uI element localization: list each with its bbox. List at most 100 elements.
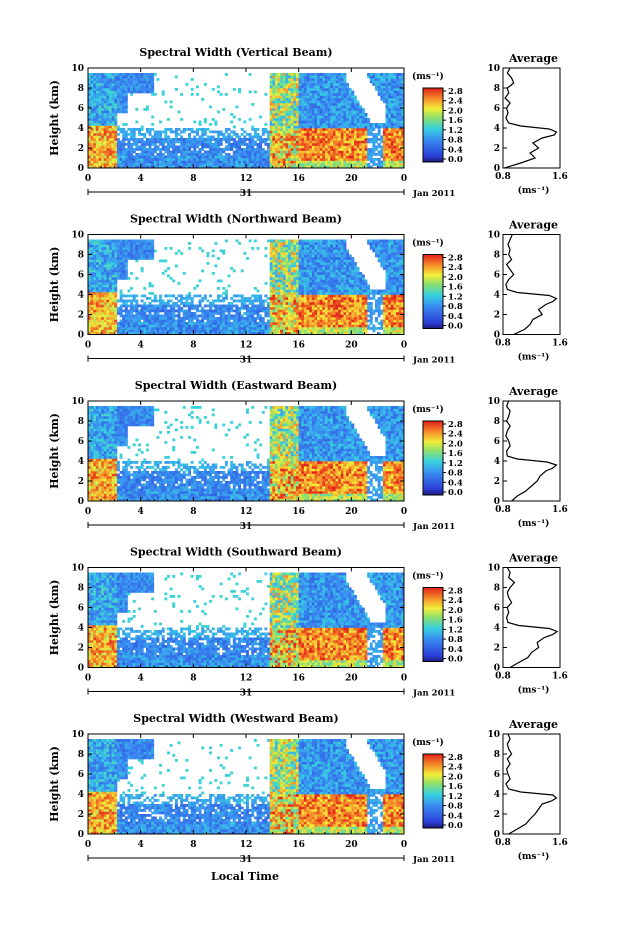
heatmap-cell <box>130 257 133 260</box>
heatmap-cell <box>336 91 339 94</box>
heatmap-cell <box>233 126 236 129</box>
heatmap-cell <box>375 73 378 76</box>
heatmap-cell <box>106 153 109 156</box>
heatmap-cell <box>270 76 273 79</box>
heatmap-cell <box>346 161 349 164</box>
heatmap-cell <box>149 245 152 248</box>
heatmap-cell <box>209 141 212 144</box>
heatmap-cell <box>296 103 299 106</box>
heatmap-cell <box>278 312 281 315</box>
heatmap-cell <box>275 106 278 109</box>
heatmap-cell <box>164 270 167 273</box>
heatmap-cell <box>301 73 304 76</box>
heatmap-cell <box>336 78 339 81</box>
heatmap-cell <box>149 81 152 84</box>
heatmap-cell <box>114 121 117 124</box>
heatmap-cell <box>151 325 154 328</box>
heatmap-cell <box>93 267 96 270</box>
heatmap-cell <box>257 151 260 154</box>
heatmap-cell <box>117 312 120 315</box>
heatmap-cell <box>299 126 302 129</box>
heatmap-cell <box>151 116 154 119</box>
heatmap-cell <box>280 265 283 268</box>
heatmap-cell <box>120 83 123 86</box>
heatmap-cell <box>272 141 275 144</box>
heatmap-cell <box>317 103 320 106</box>
heatmap-cell <box>188 312 191 315</box>
heatmap-cell <box>162 161 165 164</box>
heatmap-cell <box>112 156 115 159</box>
heatmap-cell <box>399 151 402 154</box>
heatmap-cell <box>343 148 346 151</box>
heatmap-cell <box>235 330 238 333</box>
heatmap-cell <box>104 257 107 260</box>
heatmap-cell <box>109 161 112 164</box>
heatmap-cell <box>362 138 365 141</box>
heatmap-cell <box>246 305 249 308</box>
heatmap-cell <box>109 116 112 119</box>
heatmap-cell <box>238 141 241 144</box>
heatmap-cell <box>122 146 125 149</box>
heatmap-cell <box>283 240 286 243</box>
heatmap-cell <box>314 111 317 114</box>
heatmap-cell <box>222 310 225 313</box>
heatmap-cell <box>191 151 194 154</box>
heatmap-cell <box>336 153 339 156</box>
heatmap-cell <box>178 151 181 154</box>
heatmap-cell <box>214 322 217 325</box>
heatmap-cell <box>312 163 315 166</box>
heatmap-cell <box>138 327 141 330</box>
heatmap-cell <box>336 131 339 134</box>
heatmap-cell <box>270 148 273 151</box>
heatmap-cell <box>143 81 146 84</box>
heatmap-cell <box>270 123 273 126</box>
heatmap-cell <box>275 320 278 323</box>
heatmap-cell <box>180 146 183 149</box>
heatmap-cell <box>112 121 115 124</box>
heatmap-cell <box>99 262 102 265</box>
heatmap-cell <box>333 113 336 116</box>
heatmap-cell <box>314 161 317 164</box>
heatmap-cell <box>93 272 96 275</box>
heatmap-cell <box>188 317 191 320</box>
heatmap-cell <box>367 123 370 126</box>
heatmap-cell <box>193 136 196 139</box>
heatmap-cell <box>178 138 181 141</box>
heatmap-cell <box>309 136 312 139</box>
heatmap-cell <box>146 76 149 79</box>
heatmap-cell <box>280 78 283 81</box>
heatmap-cell <box>196 305 199 308</box>
heatmap-cell <box>283 330 286 333</box>
heatmap-cell <box>275 83 278 86</box>
heatmap-cell <box>185 300 188 303</box>
heatmap-cell <box>330 158 333 161</box>
heatmap-cell <box>338 93 341 96</box>
heatmap-cell <box>283 118 286 121</box>
heatmap-cell <box>322 153 325 156</box>
heatmap-cell <box>191 143 194 146</box>
heatmap-cell <box>112 81 115 84</box>
heatmap-cell <box>301 86 304 89</box>
heatmap-cell <box>272 131 275 134</box>
heatmap-cell <box>96 280 99 283</box>
heatmap-cell <box>380 123 383 126</box>
heatmap-cell <box>196 327 199 330</box>
heatmap-cell <box>225 240 228 243</box>
heatmap-cell <box>104 285 107 288</box>
heatmap-cell <box>228 136 231 139</box>
heatmap-cell <box>114 242 117 245</box>
heatmap-cell <box>301 103 304 106</box>
heatmap-cell <box>128 138 131 141</box>
heatmap-cell <box>278 143 281 146</box>
heatmap-cell <box>122 108 125 111</box>
heatmap-cell <box>162 158 165 161</box>
heatmap-cell <box>241 325 244 328</box>
heatmap-cell <box>170 315 173 318</box>
heatmap-cell <box>333 83 336 86</box>
heatmap-cell <box>135 78 138 81</box>
heatmap-cell <box>149 250 152 253</box>
heatmap-cell <box>270 297 273 300</box>
heatmap-cell <box>391 118 394 121</box>
heatmap-cell <box>96 270 99 273</box>
heatmap-cell <box>286 123 289 126</box>
